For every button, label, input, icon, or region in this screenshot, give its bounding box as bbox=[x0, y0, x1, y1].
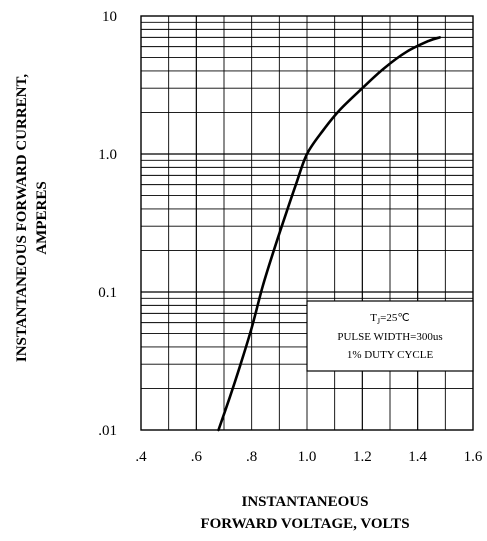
x-axis-title-line-2: FORWARD VOLTAGE, VOLTS bbox=[200, 516, 409, 532]
x-axis-title-line-1: INSTANTANEOUS bbox=[242, 494, 369, 510]
x-tick-label: .8 bbox=[246, 449, 257, 465]
y-axis-title-line-2: AMPERES bbox=[34, 181, 50, 254]
x-tick-label: .6 bbox=[191, 449, 203, 465]
y-tick-label: 0.1 bbox=[98, 285, 117, 301]
x-tick-label: 1.6 bbox=[464, 449, 483, 465]
y-tick-labels: .01 0.1 1.0 10 bbox=[98, 9, 117, 439]
plot-frame bbox=[140, 15, 474, 431]
x-tick-label: 1.2 bbox=[353, 449, 372, 465]
x-tick-label: 1.4 bbox=[408, 449, 427, 465]
legend-box bbox=[306, 300, 474, 372]
legend-line-3: 1% DUTY CYCLE bbox=[347, 349, 434, 361]
y-axis-title-line-1: INSTANTANEOUS FORWARD CURRENT, bbox=[14, 74, 30, 363]
x-tick-label: 1.0 bbox=[298, 449, 317, 465]
legend-line-1: TJ=25℃ bbox=[370, 312, 409, 326]
series-line-forward-current bbox=[217, 36, 442, 432]
legend: TJ=25℃ PULSE WIDTH=300us 1% DUTY CYCLE bbox=[306, 300, 474, 372]
y-tick-label: .01 bbox=[98, 423, 117, 439]
legend-line-2: PULSE WIDTH=300us bbox=[337, 331, 442, 343]
x-tick-labels: .4 .6 .8 1.0 1.2 1.4 1.6 bbox=[135, 449, 483, 465]
y-tick-label: 1.0 bbox=[98, 147, 117, 163]
x-tick-label: .4 bbox=[135, 449, 147, 465]
y-tick-label: 10 bbox=[102, 9, 117, 25]
